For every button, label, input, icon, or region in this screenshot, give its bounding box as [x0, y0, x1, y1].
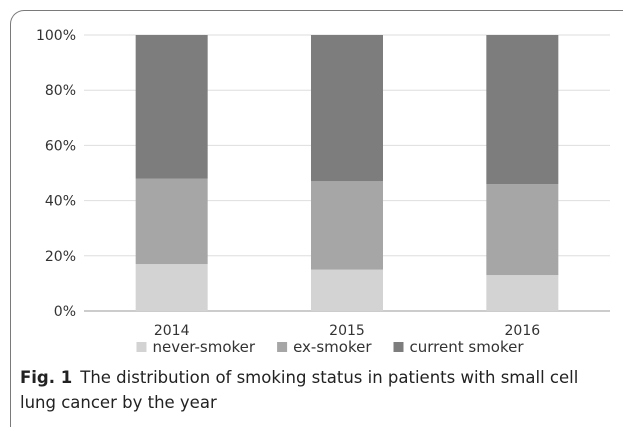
bar-segment-current-smoker [486, 35, 559, 185]
legend-label: current smoker [410, 338, 525, 356]
bar-segment-ex-smoker [486, 184, 559, 276]
caption-text: The distribution of smoking status in pa… [20, 368, 579, 412]
bar-segment-ex-smoker [135, 178, 208, 265]
bar-segment-never-smoker [486, 275, 559, 311]
x-tick-label: 2014 [154, 323, 190, 339]
stacked-bar-chart: 0% 20% 40% 60% 80% 100% 2014 2015 2016 never-smok… [36, 28, 610, 356]
legend-swatch [393, 342, 404, 352]
caption-label: Fig. 1 [20, 368, 73, 387]
y-tick-label: 40% [45, 194, 76, 210]
y-tick-label: 0% [54, 304, 76, 320]
x-tick-label: 2015 [329, 323, 365, 339]
legend-swatch [136, 342, 147, 352]
y-tick-label: 20% [45, 249, 76, 265]
x-tick-label: 2016 [505, 323, 541, 339]
figure-caption: Fig. 1 The distribution of smoking status… [20, 365, 616, 415]
legend-item: current smoker [393, 338, 525, 356]
legend-swatch [277, 342, 288, 352]
bar-segment-never-smoker [135, 264, 208, 311]
legend-item: ex-smoker [277, 338, 372, 356]
y-tick-label: 100% [36, 28, 76, 44]
y-tick-label: 60% [45, 138, 76, 154]
legend-item: never-smoker [136, 338, 256, 356]
bar-segment-never-smoker [311, 269, 383, 311]
bar-segment-ex-smoker [311, 181, 383, 270]
y-tick-label: 80% [45, 83, 76, 99]
bar-segment-current-smoker [311, 35, 383, 182]
bar-segment-current-smoker [135, 35, 208, 179]
legend-label: ex-smoker [293, 338, 372, 356]
legend-label: never-smoker [152, 338, 255, 356]
figure-frame [10, 10, 623, 427]
